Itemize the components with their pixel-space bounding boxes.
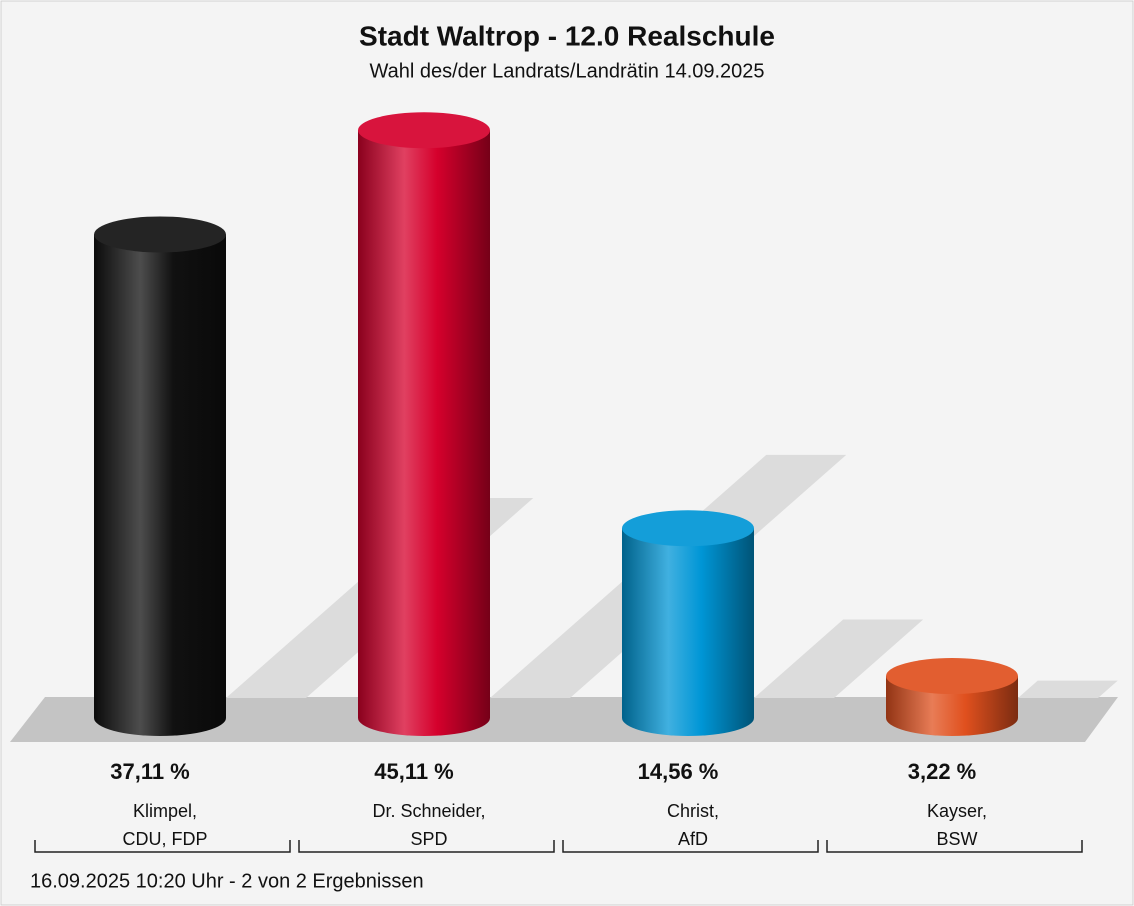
bar-body	[94, 234, 226, 718]
bar-top	[886, 658, 1018, 695]
value-label: 37,11 %	[110, 759, 190, 784]
value-label: 45,11 %	[374, 759, 454, 784]
bar	[622, 510, 754, 736]
value-label: 14,56 %	[638, 759, 719, 784]
footnote: 16.09.2025 10:20 Uhr - 2 von 2 Ergebniss…	[30, 870, 424, 892]
bar	[94, 216, 226, 736]
bar-body	[622, 528, 754, 718]
category-bracket	[826, 840, 1083, 853]
category-label: SPD	[410, 829, 447, 849]
bar	[358, 112, 490, 736]
bar-top	[94, 216, 226, 253]
chart-subtitle: Wahl des/der Landrats/Landrätin 14.09.20…	[369, 60, 764, 82]
chart-title: Stadt Waltrop - 12.0 Realschule	[359, 20, 775, 51]
category-label: CDU, FDP	[123, 829, 208, 849]
bar-body	[358, 130, 490, 719]
bar-top	[358, 112, 490, 149]
category-label: Dr. Schneider,	[372, 801, 485, 821]
category-label: Klimpel,	[133, 801, 197, 821]
category-label: Christ,	[667, 801, 719, 821]
category-label: AfD	[678, 829, 708, 849]
bar-top	[622, 510, 754, 547]
bar-shadow	[754, 619, 924, 698]
floor	[10, 697, 1118, 742]
category-bracket	[298, 840, 555, 853]
value-label: 3,22 %	[908, 759, 977, 784]
category-label: BSW	[936, 829, 977, 849]
category-label: Kayser,	[927, 801, 987, 821]
category-bracket	[562, 840, 819, 853]
bar-shadow	[1018, 680, 1118, 698]
bar	[886, 658, 1018, 736]
category-bracket	[34, 840, 291, 853]
